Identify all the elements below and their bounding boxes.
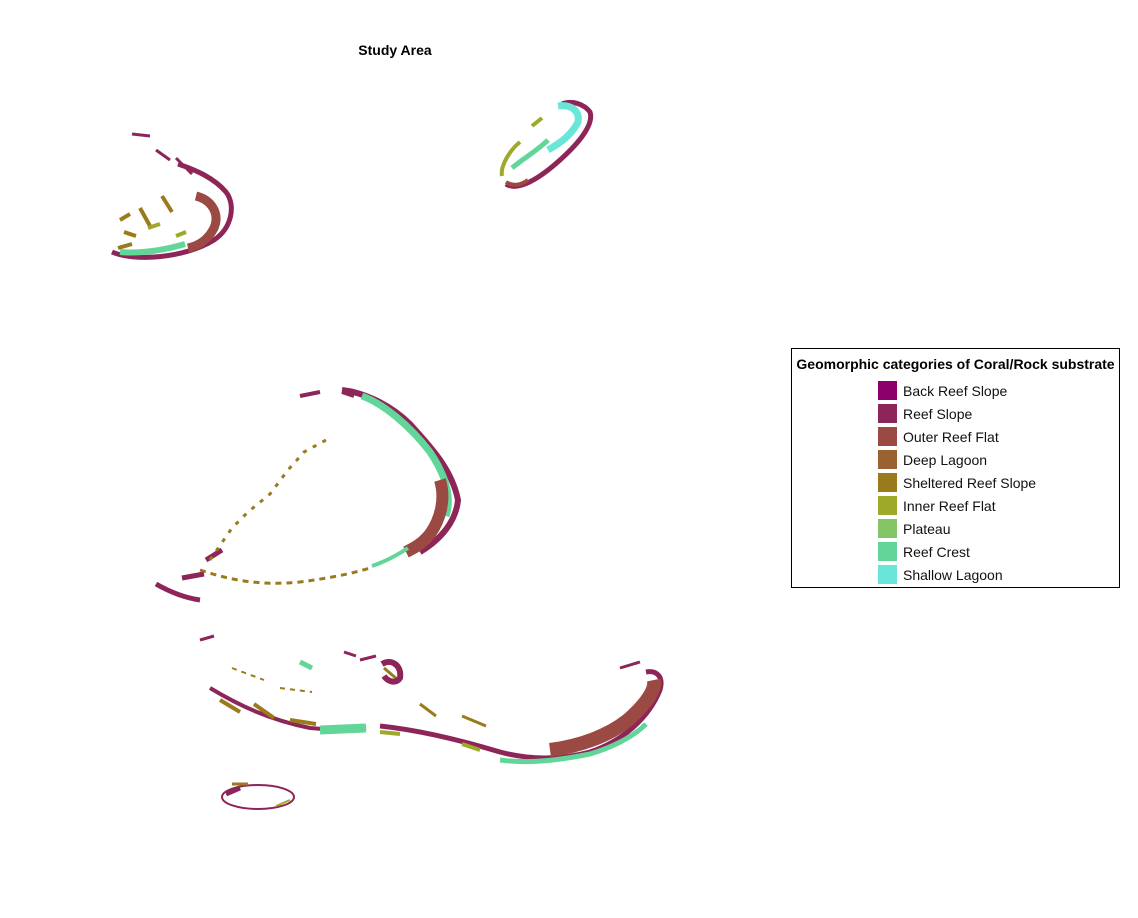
reef-islet-south: [221, 782, 295, 810]
legend-swatch: [878, 450, 897, 469]
legend-label: Sheltered Reef Slope: [903, 474, 1037, 491]
legend-swatch: [878, 473, 897, 492]
legend-label: Inner Reef Flat: [903, 497, 996, 514]
legend-label: Deep Lagoon: [903, 451, 988, 468]
legend-item-inner-reef-flat: Inner Reef Flat: [878, 494, 1036, 517]
legend-swatch: [878, 519, 897, 538]
legend-item-reef-crest: Reef Crest: [878, 540, 1036, 563]
reef-atoll-south: [199, 634, 664, 765]
legend-swatch: [878, 496, 897, 515]
legend-label: Reef Slope: [903, 405, 973, 422]
legend-swatch: [878, 404, 897, 423]
reef-atoll-central: [154, 387, 462, 603]
legend-item-back-reef-slope: Back Reef Slope: [878, 379, 1036, 402]
legend-item-shallow-lagoon: Shallow Lagoon: [878, 563, 1036, 586]
legend-label: Outer Reef Flat: [903, 428, 999, 445]
legend-item-plateau: Plateau: [878, 517, 1036, 540]
map-title: Study Area: [358, 42, 432, 58]
map-legend: Geomorphic categories of Coral/Rock subs…: [791, 348, 1120, 588]
legend-label: Reef Crest: [903, 543, 970, 560]
legend-swatch: [878, 381, 897, 400]
reef-atoll-northwest: [111, 132, 234, 260]
reef-map: [111, 99, 664, 810]
legend-item-reef-slope: Reef Slope: [878, 402, 1036, 425]
legend-item-outer-reef-flat: Outer Reef Flat: [878, 425, 1036, 448]
legend-item-sheltered-reef-slope: Sheltered Reef Slope: [878, 471, 1036, 494]
legend-swatch: [878, 565, 897, 584]
legend-list: Back Reef Slope Reef Slope Outer Reef Fl…: [878, 379, 1036, 586]
legend-item-deep-lagoon: Deep Lagoon: [878, 448, 1036, 471]
legend-swatch: [878, 542, 897, 561]
legend-swatch: [878, 427, 897, 446]
legend-label: Back Reef Slope: [903, 382, 1008, 399]
reef-atoll-north: [499, 99, 594, 189]
legend-title: Geomorphic categories of Coral/Rock subs…: [796, 356, 1115, 372]
legend-label: Shallow Lagoon: [903, 566, 1003, 583]
legend-label: Plateau: [903, 520, 951, 537]
